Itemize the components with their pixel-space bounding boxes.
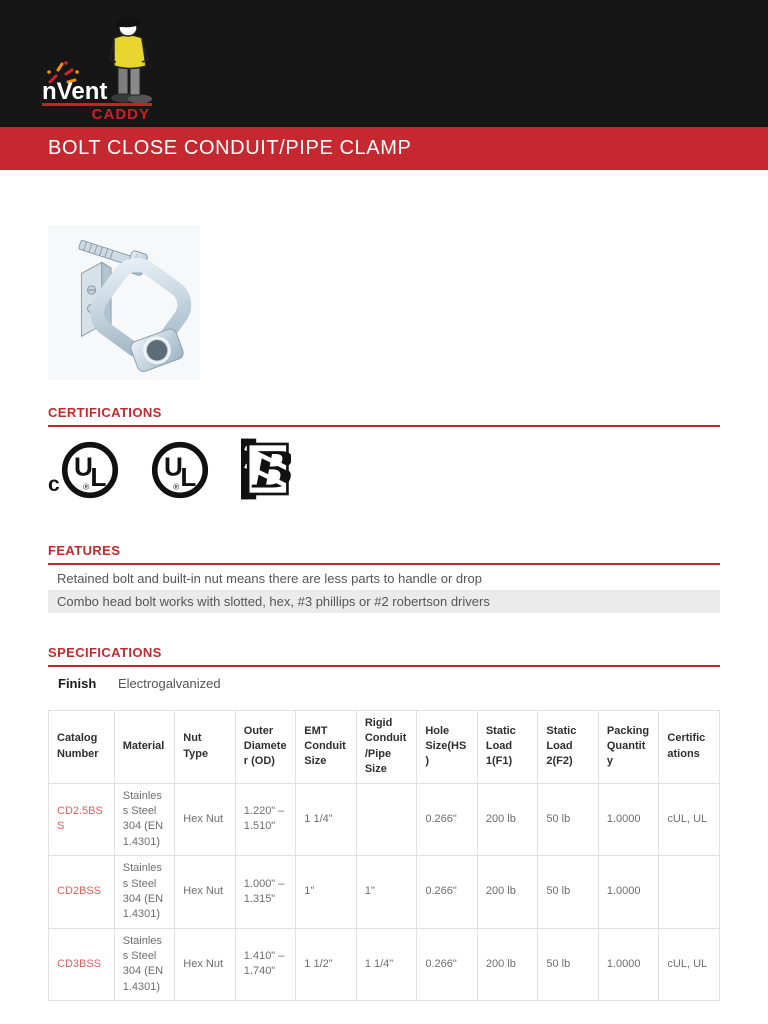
table-cell: 200 lb: [476, 782, 539, 857]
b-mark: B: [240, 438, 291, 500]
feature-item: Retained bolt and built-in nut means the…: [57, 571, 482, 586]
certification-logos: c U L ® U L ® B: [48, 435, 720, 501]
col-header-hole-size: Hole Size(HS): [416, 710, 478, 784]
table-cell: Stainless Steel 304 (EN 1.4301): [113, 927, 176, 1002]
table-cell: 1": [355, 855, 418, 929]
sub-brand-wordmark: CADDY: [92, 106, 150, 120]
brand-wordmark: nVent: [42, 78, 107, 105]
table-row: CD2BSS Stainless Steel 304 (EN 1.4301) H…: [48, 855, 720, 929]
table-cell: 200 lb: [476, 855, 539, 929]
table-cell: [658, 855, 720, 929]
ul-letter-l: L: [90, 462, 106, 492]
table-cell: 1.0000: [597, 927, 660, 1002]
table-cell: Hex Nut: [174, 855, 236, 929]
table-cell: 1.220" – 1.510": [234, 782, 297, 857]
registered-mark: ®: [173, 482, 180, 492]
caddy-mascot: [109, 16, 152, 104]
col-header-material: Material: [113, 710, 176, 784]
finish-value: Electrogalvanized: [118, 676, 221, 691]
table-cell: 1.0000: [597, 855, 660, 929]
table-cell: 1": [295, 855, 357, 929]
specifications-heading: SPECIFICATIONS: [48, 645, 720, 667]
col-header-certifications: Certifications: [658, 710, 720, 784]
starburst-icon: [47, 61, 79, 84]
catalog-number-link[interactable]: CD2BSS: [48, 855, 115, 929]
table-cell: 50 lb: [537, 855, 599, 929]
table-cell: 50 lb: [537, 927, 599, 1002]
catalog-number-link[interactable]: CD2.5BSS: [48, 782, 115, 857]
table-cell: 1.000" – 1.315": [234, 855, 297, 929]
feature-list: Retained bolt and built-in nut means the…: [48, 567, 720, 613]
table-cell: Hex Nut: [174, 782, 236, 857]
col-header-emt-conduit-size: EMT Conduit Size: [295, 710, 357, 784]
catalog-number-link[interactable]: CD3BSS: [48, 927, 115, 1002]
ul-letter-u: U: [164, 452, 183, 482]
col-header-catalog-number: Catalog Number: [48, 710, 115, 784]
table-header-row: Catalog Number Material Nut Type Outer D…: [48, 710, 720, 784]
product-image: [48, 225, 200, 380]
clamp-foot: [130, 328, 184, 372]
ul-letter-u: U: [74, 452, 93, 482]
table-cell: 200 lb: [476, 927, 539, 1002]
page-title: BOLT CLOSE CONDUIT/PIPE CLAMP: [48, 137, 412, 159]
col-header-static-load-2: Static Load 2(F2): [537, 710, 599, 784]
col-header-packing-quantity: Packing Quantity: [597, 710, 660, 784]
masthead: nVent CADDY: [0, 0, 768, 127]
table-cell: [355, 782, 418, 857]
certifications-heading: CERTIFICATIONS: [48, 405, 720, 427]
table-cell: 1 1/2": [295, 927, 357, 1002]
table-cell: 1.0000: [597, 782, 660, 857]
table-cell: 1 1/4": [355, 927, 418, 1002]
ul-mark: U L ®: [151, 441, 208, 499]
finish-spec-row: Finish Electrogalvanized: [48, 676, 720, 691]
col-header-static-load-1: Static Load 1(F1): [476, 710, 539, 784]
nvent-caddy-logo: nVent CADDY: [42, 16, 152, 120]
table-row: CD3BSS Stainless Steel 304 (EN 1.4301) H…: [48, 927, 720, 1002]
content-area: CERTIFICATIONS c U L ® U L ®: [0, 170, 768, 1002]
table-cell: 1 1/4": [295, 782, 357, 857]
table-cell: 0.266": [416, 782, 478, 857]
cul-c-prefix: c: [48, 473, 60, 496]
conduit-clamp-illustration: [78, 239, 192, 372]
table-cell: cUL, UL: [658, 927, 720, 1002]
registered-mark: ®: [83, 482, 90, 492]
table-cell: Stainless Steel 304 (EN 1.4301): [113, 855, 176, 929]
table-row: CD2.5BSS Stainless Steel 304 (EN 1.4301)…: [48, 782, 720, 857]
table-cell: 0.266": [416, 927, 478, 1002]
table-cell: Hex Nut: [174, 927, 236, 1002]
table-cell: 0.266": [416, 855, 478, 929]
col-header-nut-type: Nut Type: [174, 710, 236, 784]
col-header-outer-diameter: Outer Diameter (OD): [234, 710, 297, 784]
features-heading: FEATURES: [48, 543, 720, 565]
product-table: Catalog Number Material Nut Type Outer D…: [48, 710, 720, 1002]
table-cell: 1.410" – 1.740": [234, 927, 297, 1002]
ul-circle-icon: U L ®: [61, 441, 118, 499]
feature-item: Combo head bolt works with slotted, hex,…: [48, 590, 720, 613]
table-cell: cUL, UL: [658, 782, 720, 857]
table-cell: Stainless Steel 304 (EN 1.4301): [113, 782, 176, 857]
logo-underline: [42, 103, 152, 106]
finish-label: Finish: [58, 676, 97, 691]
cul-mark: c U L ®: [48, 439, 119, 501]
ul-letter-l: L: [180, 462, 196, 492]
title-banner: BOLT CLOSE CONDUIT/PIPE CLAMP: [0, 127, 768, 170]
col-header-rigid-conduit-pipe-size: Rigid Conduit/Pipe Size: [355, 710, 418, 784]
table-cell: 50 lb: [537, 782, 599, 857]
